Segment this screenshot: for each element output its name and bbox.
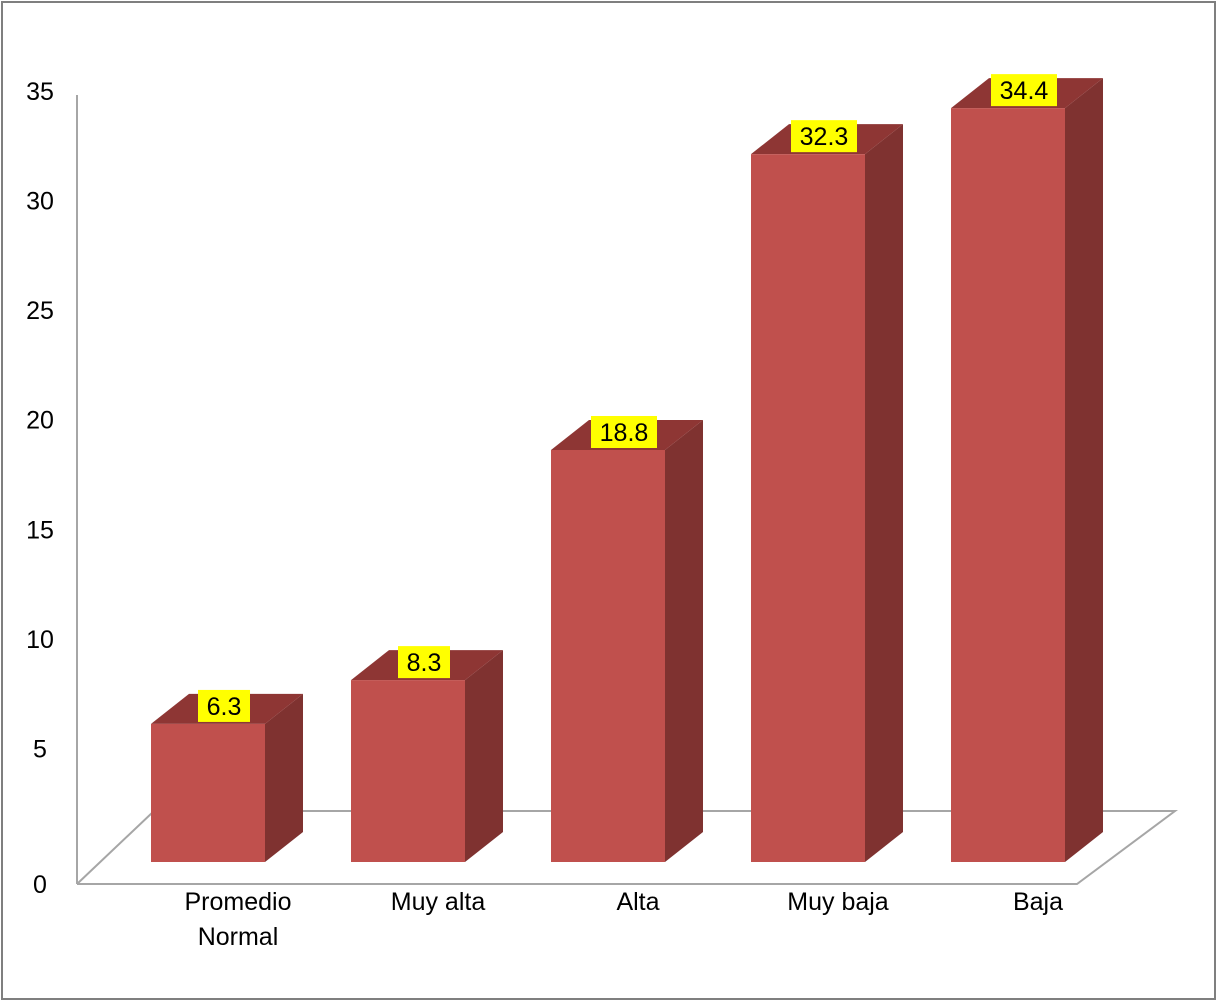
y-tick-label: 15 <box>26 516 54 544</box>
y-tick-label: 0 <box>33 871 47 899</box>
bar-front-face <box>151 723 265 862</box>
data-label-text: 8.3 <box>407 649 442 677</box>
y-tick-label: 25 <box>26 297 54 325</box>
y-tick-label: 10 <box>26 626 54 654</box>
data-label-background <box>398 646 450 679</box>
bar-side-face <box>465 650 503 862</box>
data-label-background <box>791 120 857 153</box>
bar-side-face <box>865 124 903 862</box>
bar-front-face <box>551 449 665 862</box>
x-tick-label: Muy alta <box>391 888 486 916</box>
value-labels: 6.3 8.3 18.8 32.3 34.4 <box>198 74 1057 722</box>
data-label-text: 6.3 <box>207 693 242 721</box>
data-label: 32.3 <box>791 120 857 153</box>
bar <box>951 78 1103 862</box>
x-axis-labels: Promedio Normal Muy alta Alta Muy baja Baja <box>185 888 1064 951</box>
data-label: 6.3 <box>198 689 250 722</box>
y-tick-label: 5 <box>33 735 47 763</box>
bars <box>151 78 1103 862</box>
data-label-text: 34.4 <box>1000 77 1049 105</box>
data-label: 8.3 <box>398 646 450 679</box>
bar <box>751 124 903 862</box>
bar <box>351 650 503 862</box>
data-label-text: 32.3 <box>800 123 849 151</box>
x-tick-label: Alta <box>616 888 659 916</box>
data-label: 18.8 <box>591 415 657 448</box>
y-axis-ticks: 0 5 10 15 20 25 30 35 <box>26 78 54 899</box>
data-label-text: 18.8 <box>600 419 649 447</box>
data-label-background <box>991 74 1057 107</box>
y-tick-label: 35 <box>26 78 54 106</box>
data-label: 34.4 <box>991 74 1057 107</box>
data-label-background <box>591 415 657 448</box>
y-tick-label: 20 <box>26 407 54 435</box>
data-label-background <box>198 689 250 722</box>
bar-side-face <box>1065 78 1103 862</box>
x-tick-label: Muy baja <box>787 888 889 916</box>
y-tick-label: 30 <box>26 188 54 216</box>
bar-front-face <box>351 680 465 862</box>
axes <box>76 94 1179 885</box>
bar-side-face <box>265 693 303 862</box>
bar <box>551 419 703 862</box>
bar-side-face <box>665 419 703 862</box>
x-tick-label: Promedio Normal <box>185 888 292 951</box>
x-tick-label: Baja <box>1013 888 1063 916</box>
bar-front-face <box>951 108 1065 862</box>
floor-plane <box>76 810 1179 885</box>
bar-front-face <box>751 154 865 862</box>
